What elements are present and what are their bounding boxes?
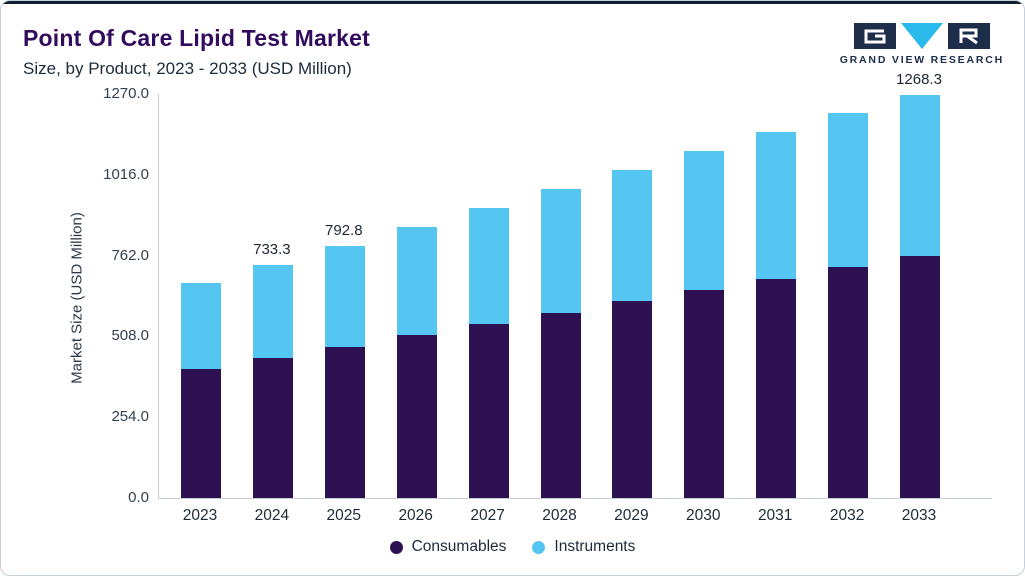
x-tick-label-2031: 2031 bbox=[757, 507, 793, 524]
legend-dot-instruments bbox=[532, 540, 546, 554]
bar-2024-consumables-segment bbox=[252, 358, 293, 498]
value-label-2025: 792.8 bbox=[325, 221, 363, 239]
bar-2026-instruments-segment bbox=[396, 226, 437, 336]
y-tick-label: 508.0 bbox=[111, 327, 149, 345]
bar-2032-consumables-segment bbox=[828, 267, 869, 498]
value-label-2024: 733.3 bbox=[253, 240, 291, 258]
bar-2029-instruments-segment bbox=[612, 170, 653, 302]
logo-r-mark-icon bbox=[947, 23, 990, 49]
bar-2025-consumables-segment bbox=[324, 346, 365, 498]
bar-2029-consumables-segment bbox=[612, 301, 653, 498]
bar-2031-instruments-segment bbox=[756, 132, 797, 279]
legend-item-consumables: Consumables bbox=[389, 538, 507, 556]
value-label-2033: 1268.3 bbox=[896, 70, 942, 88]
bar-2024-instruments-segment bbox=[252, 264, 293, 359]
bar-2033-consumables-segment bbox=[900, 255, 940, 498]
legend-dot-consumables bbox=[389, 540, 403, 554]
legend-item-instruments: Instruments bbox=[532, 538, 635, 556]
x-tick-label-2029: 2029 bbox=[614, 507, 649, 524]
y-tick-label: 1270.0 bbox=[103, 85, 149, 102]
gvr-logo: GRAND VIEW RESEARCH bbox=[840, 23, 1004, 66]
x-tick-label-2030: 2030 bbox=[686, 507, 721, 524]
bar-2025-instruments-segment bbox=[324, 245, 365, 347]
bar-2033 bbox=[900, 94, 940, 498]
y-tick-label: 1016.0 bbox=[103, 165, 149, 183]
bar-2023-instruments-segment bbox=[181, 282, 221, 369]
x-tick-label-2026: 2026 bbox=[398, 507, 433, 524]
logo-g-mark-icon bbox=[853, 23, 896, 49]
bar-2023 bbox=[181, 282, 221, 498]
chart-header: Point Of Care Lipid Test Market Size, by… bbox=[23, 25, 370, 79]
bar-2028-instruments-segment bbox=[540, 189, 581, 313]
bar-2027 bbox=[468, 208, 509, 498]
bar-2032-instruments-segment bbox=[828, 113, 869, 268]
x-tick-label-2023: 2023 bbox=[182, 507, 218, 524]
bar-2027-consumables-segment bbox=[468, 324, 509, 498]
x-tick-label-2032: 2032 bbox=[829, 507, 865, 524]
x-tick-label-2033: 2033 bbox=[901, 507, 937, 524]
bar-2032 bbox=[828, 113, 869, 498]
x-tick-label-2027: 2027 bbox=[470, 507, 505, 524]
bar-2031-consumables-segment bbox=[756, 278, 797, 498]
bar-2027-instruments-segment bbox=[468, 208, 509, 324]
bar-2031 bbox=[756, 132, 797, 498]
bar-2030-instruments-segment bbox=[684, 151, 725, 290]
chart-subtitle: Size, by Product, 2023 - 2033 (USD Milli… bbox=[23, 59, 352, 78]
page-title: Point Of Care Lipid Test Market bbox=[23, 25, 370, 51]
bar-2033-instruments-segment bbox=[900, 94, 940, 256]
bar-2030-consumables-segment bbox=[684, 290, 725, 498]
x-tick-label-2024: 2024 bbox=[254, 507, 290, 524]
bar-2028-consumables-segment bbox=[540, 312, 581, 498]
bar-2026 bbox=[396, 226, 437, 498]
logo-marks bbox=[840, 23, 1004, 49]
stacked-bar-plot-area bbox=[158, 94, 992, 499]
bar-2024 bbox=[252, 264, 293, 498]
bar-2025 bbox=[324, 245, 365, 498]
y-tick-label: 0.0 bbox=[128, 489, 149, 506]
legend-label-consumables: Consumables bbox=[411, 538, 507, 555]
y-axis-title: Market Size (USD Million) bbox=[68, 212, 86, 384]
bar-2030 bbox=[684, 151, 725, 498]
legend-label-instruments: Instruments bbox=[554, 538, 636, 555]
top-accent-line bbox=[1, 1, 1024, 4]
logo-text: GRAND VIEW RESEARCH bbox=[839, 54, 1004, 66]
x-tick-label-2025: 2025 bbox=[326, 507, 362, 524]
y-tick-label: 254.0 bbox=[111, 408, 149, 426]
x-tick-label-2028: 2028 bbox=[542, 507, 577, 524]
logo-v-mark-icon bbox=[900, 23, 943, 49]
chart-legend: Consumables Instruments bbox=[1, 538, 1024, 556]
bar-2026-consumables-segment bbox=[396, 335, 437, 498]
bar-2023-consumables-segment bbox=[181, 368, 221, 498]
bar-2029 bbox=[612, 170, 653, 498]
y-tick-label: 762.0 bbox=[111, 246, 149, 264]
bar-2028 bbox=[540, 189, 581, 498]
